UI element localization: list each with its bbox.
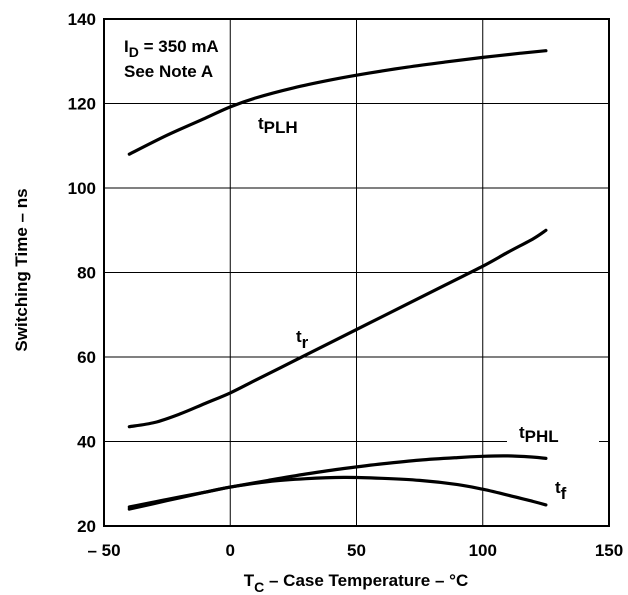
series-label-tphl: tPHL bbox=[519, 423, 559, 446]
x-tick-label: 150 bbox=[595, 541, 623, 560]
series-label-tr: tr bbox=[296, 327, 309, 352]
series-line-tplh bbox=[127, 49, 548, 156]
y-tick-label: 140 bbox=[68, 10, 96, 29]
series-label-tf: tf bbox=[555, 478, 567, 503]
annotation-line-2: See Note A bbox=[124, 62, 213, 81]
tick-labels: 20 40 60 80 100 120 140 – 50 0 50 100 150 bbox=[68, 10, 624, 560]
y-tick-label: 100 bbox=[68, 179, 96, 198]
series-line-tphl bbox=[127, 454, 548, 509]
x-tick-label: 100 bbox=[469, 541, 497, 560]
grid-lines bbox=[104, 19, 609, 526]
plot-frame bbox=[103, 18, 610, 527]
y-tick-label: 120 bbox=[68, 95, 96, 114]
series-label-tplh: tPLH bbox=[258, 114, 298, 137]
y-tick-label: 40 bbox=[77, 433, 96, 452]
x-tick-label: 0 bbox=[226, 541, 235, 560]
series-group bbox=[127, 49, 548, 511]
series-label-background bbox=[507, 416, 599, 444]
series-labels: tPLH tr tPHL tf bbox=[258, 114, 599, 503]
y-tick-label: 20 bbox=[77, 517, 96, 536]
annotation-line-1: ID = 350 mA bbox=[124, 37, 219, 60]
x-tick-label: 50 bbox=[347, 541, 366, 560]
y-tick-label: 60 bbox=[77, 348, 96, 367]
y-tick-label: 80 bbox=[77, 264, 96, 283]
x-axis-title: TC – Case Temperature – °C bbox=[244, 571, 468, 595]
series-line-tr bbox=[127, 228, 548, 429]
x-tick-label: – 50 bbox=[87, 541, 120, 560]
y-axis-title: Switching Time – ns bbox=[12, 188, 31, 351]
series-line-tf bbox=[127, 475, 548, 511]
